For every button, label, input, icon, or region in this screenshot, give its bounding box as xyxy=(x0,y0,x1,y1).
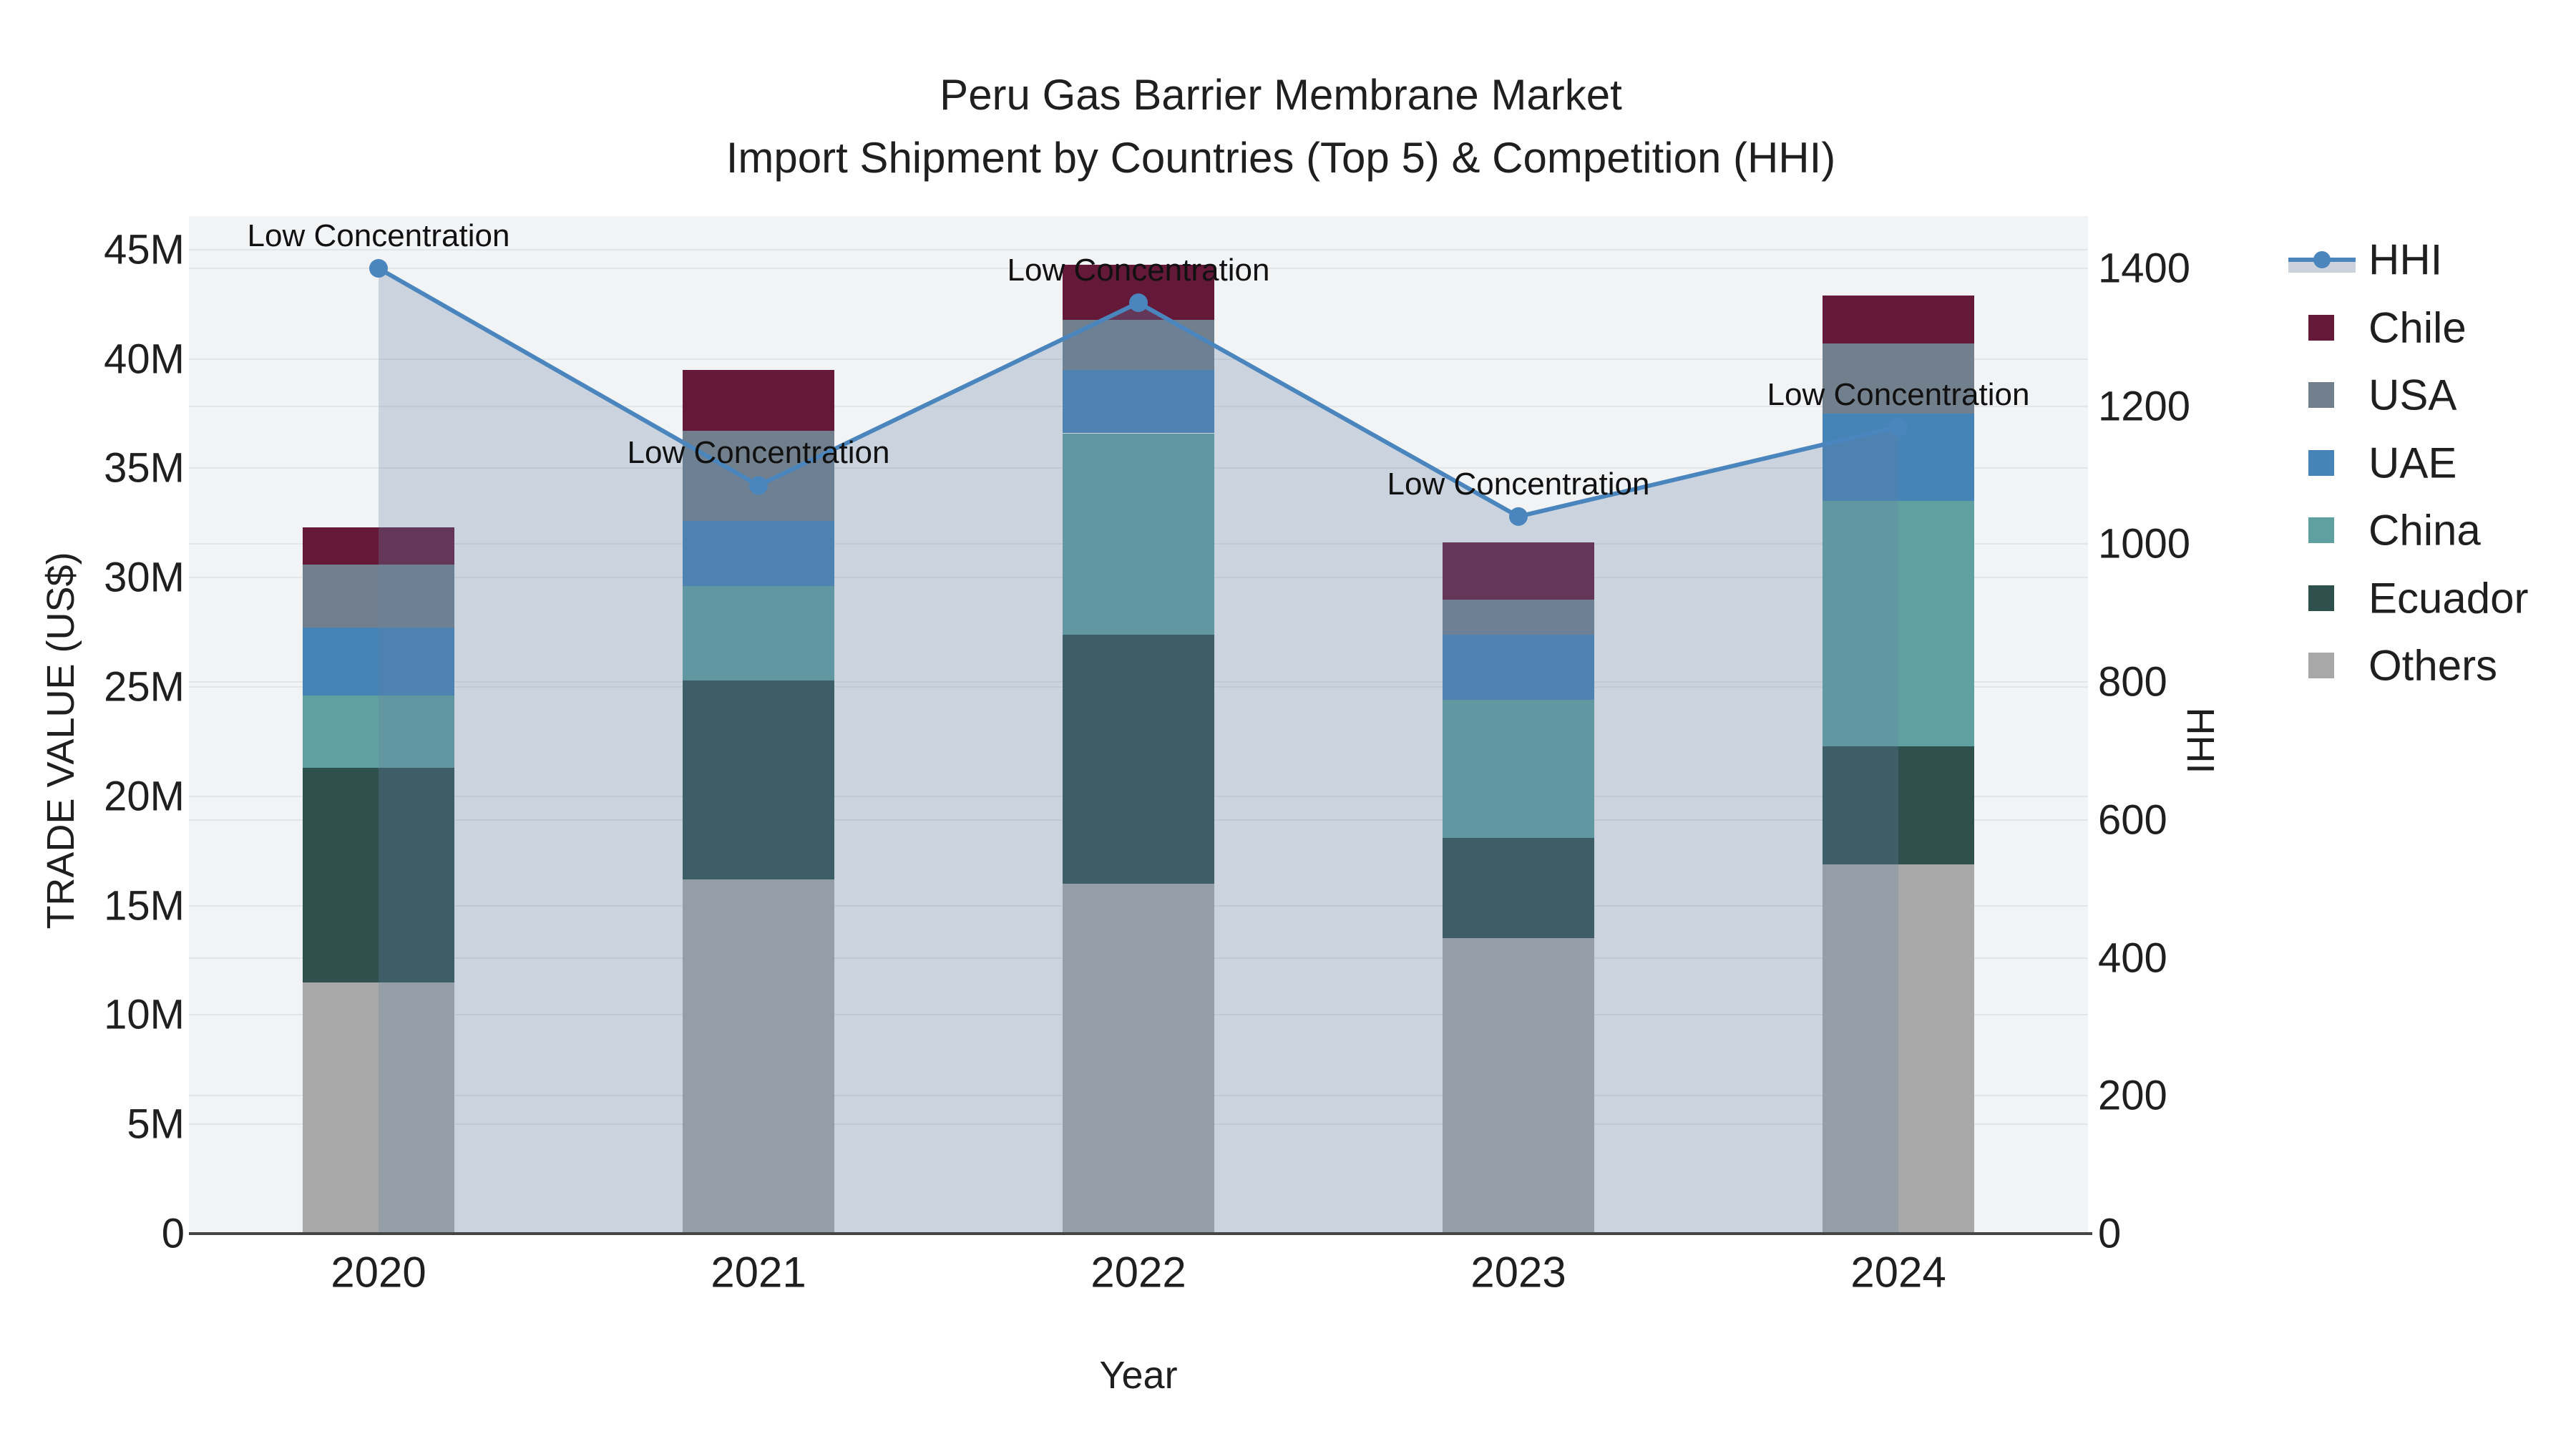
annotation-2022: Low Concentration xyxy=(1007,253,1270,288)
legend-label-uae: UAE xyxy=(2368,439,2457,487)
bar-segment-2024-chile xyxy=(1823,295,1974,344)
y-right-tick-600: 600 xyxy=(2098,796,2167,844)
bar-segment-2022-china xyxy=(1063,433,1214,635)
y-right-tick-1400: 1400 xyxy=(2098,245,2191,292)
x-tick-2024: 2024 xyxy=(1850,1248,1946,1297)
y-axis-right-title: HHI xyxy=(2179,707,2222,774)
legend-label-hhi: HHI xyxy=(2368,235,2443,284)
y-left-tick-45M: 45M xyxy=(104,226,185,273)
y-right-tick-0: 0 xyxy=(2098,1210,2122,1257)
legend-swatch-china xyxy=(2308,517,2334,543)
y-left-tick-35M: 35M xyxy=(104,444,185,492)
bar-segment-2021-usa xyxy=(683,431,834,521)
legend-label-others: Others xyxy=(2368,641,2498,690)
y-left-tick-0: 0 xyxy=(161,1210,185,1257)
annotation-2023: Low Concentration xyxy=(1387,466,1650,502)
bar-segment-2020-uae xyxy=(303,628,454,696)
bar-segment-2021-others xyxy=(683,879,834,1234)
legend-label-ecuador: Ecuador xyxy=(2368,574,2529,622)
bar-segment-2021-chile xyxy=(683,369,834,431)
legend-hhi-marker-icon xyxy=(2313,251,2331,268)
y-left-tick-25M: 25M xyxy=(104,663,185,711)
bar-segment-2021-uae xyxy=(683,520,834,587)
bar-segment-2020-chile xyxy=(303,527,454,565)
hhi-marker-2022 xyxy=(1129,293,1148,313)
bar-segment-2023-others xyxy=(1443,938,1594,1234)
legend-label-usa: USA xyxy=(2368,371,2457,419)
chart-title-line2: Import Shipment by Countries (Top 5) & C… xyxy=(726,134,1836,182)
bar-segment-2024-others xyxy=(1823,864,1974,1234)
hhi-area-fill xyxy=(379,268,1898,1234)
x-tick-2023: 2023 xyxy=(1470,1248,1566,1297)
x-tick-2020: 2020 xyxy=(331,1248,426,1297)
x-axis-spine xyxy=(189,1232,2092,1235)
bar-segment-2022-ecuador xyxy=(1063,634,1214,884)
bar-segment-2020-china xyxy=(303,696,454,769)
y-left-tick-40M: 40M xyxy=(104,336,185,383)
annotation-2021: Low Concentration xyxy=(627,435,890,471)
bar-segment-2020-ecuador xyxy=(303,768,454,982)
y-right-tick-1200: 1200 xyxy=(2098,383,2191,430)
legend-label-chile: Chile xyxy=(2368,303,2467,351)
bar-segment-2023-uae xyxy=(1443,634,1594,701)
bar-segment-2020-others xyxy=(303,982,454,1234)
legend-swatch-usa xyxy=(2308,382,2334,408)
bar-segment-2021-ecuador xyxy=(683,680,834,879)
bar-segment-2023-chile xyxy=(1443,542,1594,600)
y-left-tick-10M: 10M xyxy=(104,991,185,1038)
bar-segment-2024-usa xyxy=(1823,343,1974,414)
y-right-tick-1000: 1000 xyxy=(2098,520,2191,567)
bar-segment-2021-china xyxy=(683,586,834,680)
legend-swatch-uae xyxy=(2308,449,2334,476)
legend-swatch-chile xyxy=(2308,314,2334,341)
y-left-tick-15M: 15M xyxy=(104,882,185,930)
bar-segment-2023-ecuador xyxy=(1443,837,1594,939)
y-left-tick-30M: 30M xyxy=(104,554,185,601)
bar-segment-2022-others xyxy=(1063,884,1214,1234)
bar-segment-2023-usa xyxy=(1443,599,1594,635)
hhi-marker-2020 xyxy=(369,258,388,278)
hhi-marker-2023 xyxy=(1509,507,1528,526)
gridline-left-45M xyxy=(189,248,2088,250)
y-right-tick-400: 400 xyxy=(2098,935,2167,982)
x-axis-title: Year xyxy=(1099,1354,1178,1397)
annotation-2020: Low Concentration xyxy=(247,218,510,253)
x-tick-2022: 2022 xyxy=(1091,1248,1186,1297)
bar-segment-2023-china xyxy=(1443,700,1594,838)
y-right-tick-800: 800 xyxy=(2098,658,2167,706)
x-tick-2021: 2021 xyxy=(711,1248,806,1297)
bar-segment-2024-ecuador xyxy=(1823,746,1974,864)
bar-segment-2022-uae xyxy=(1063,369,1214,434)
y-right-tick-200: 200 xyxy=(2098,1072,2167,1119)
y-axis-left-title: TRADE VALUE (US$) xyxy=(39,552,82,930)
bar-segment-2024-china xyxy=(1823,501,1974,746)
hhi-marker-2021 xyxy=(749,476,768,495)
bar-segment-2020-usa xyxy=(303,564,454,628)
y-left-tick-5M: 5M xyxy=(127,1101,185,1148)
hhi-marker-2024 xyxy=(1889,417,1908,436)
legend-label-china: China xyxy=(2368,506,2481,555)
legend-swatch-others xyxy=(2308,653,2334,678)
y-left-tick-20M: 20M xyxy=(104,773,185,820)
annotation-2024: Low Concentration xyxy=(1767,376,2030,412)
legend-swatch-ecuador xyxy=(2308,585,2334,611)
chart-title-line1: Peru Gas Barrier Membrane Market xyxy=(940,71,1622,119)
